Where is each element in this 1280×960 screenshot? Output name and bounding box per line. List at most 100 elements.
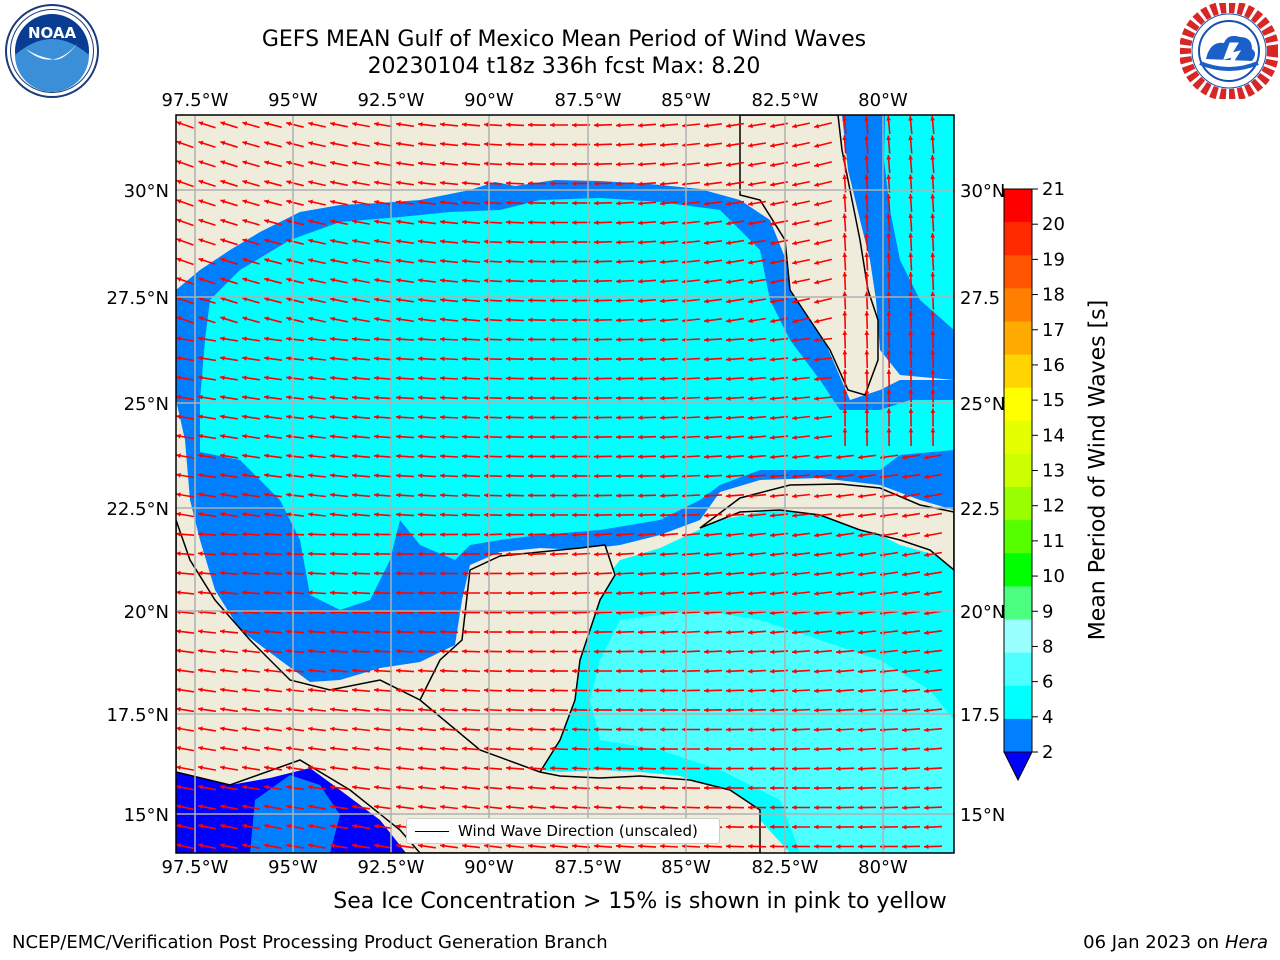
wind-arrow-head [770, 785, 775, 791]
wind-arrow-head [484, 571, 489, 576]
wind-arrow-head [908, 135, 913, 141]
wind-arrow-head [924, 688, 929, 694]
wind-arrow-head [374, 746, 379, 751]
wind-arrow-head [506, 707, 511, 713]
wind-arrow-head [242, 512, 247, 517]
wind-arrow-head [594, 804, 599, 810]
wind-arrow-head [594, 512, 599, 518]
wind-arrow-head [616, 727, 621, 732]
wind-arrow-head [308, 141, 313, 146]
wind-arrow-head [440, 512, 445, 518]
wind-arrow-head [264, 687, 269, 693]
wind-arrow-head [594, 434, 599, 440]
wind-arrow-head [308, 746, 313, 751]
wind-arrow-head [198, 316, 204, 321]
wind-arrow-head [330, 843, 335, 849]
wind-arrow-head [440, 258, 445, 264]
wind-arrow-head [792, 668, 797, 674]
wind-arrow-head [814, 707, 819, 713]
wind-arrow-head [220, 687, 225, 693]
lat-tick-right: 17.5 [960, 705, 1000, 726]
wind-arrow-head [220, 551, 225, 557]
wind-arrow-head [506, 843, 511, 849]
wind-arrow-head [572, 668, 577, 674]
wind-arrow-head [462, 590, 467, 596]
wind-arrow-head [638, 434, 643, 440]
wind-arrow-head [792, 727, 797, 733]
wind-arrow-head [242, 726, 247, 732]
wind-arrow-head [594, 298, 599, 304]
wind-arrow-head [484, 785, 489, 790]
wind-arrow-head [842, 311, 848, 316]
wind-arrow-head [836, 785, 841, 791]
wind-arrow-head [572, 629, 577, 635]
wind-arrow-head [770, 337, 775, 343]
wind-arrow-head [864, 330, 870, 335]
wind-arrow-head [572, 415, 577, 420]
wind-arrow-head [176, 765, 181, 770]
wind-arrow-head [842, 174, 848, 180]
wind-arrow-head [286, 141, 292, 146]
wind-arrow-head [770, 474, 775, 479]
wind-arrow-head [572, 688, 577, 693]
wind-arrow-head [308, 453, 313, 459]
wind-arrow-head [814, 415, 819, 421]
wind-arrow-head [198, 160, 204, 165]
wind-arrow-head [352, 707, 357, 712]
wind-arrow-head [308, 532, 313, 537]
wind-arrow-head [616, 590, 621, 596]
wind-arrow-head [704, 805, 709, 810]
wind-arrow-head [726, 668, 731, 674]
wind-arrow-head [616, 746, 621, 752]
wind-arrow-head [484, 141, 489, 147]
wind-arrow-head [814, 474, 819, 479]
wind-arrow-head [748, 298, 753, 304]
wind-arrow-head [550, 278, 555, 284]
wind-arrow-head [374, 726, 379, 732]
wind-arrow-head [836, 805, 841, 810]
wind-arrow-head [572, 590, 577, 596]
wind-arrow-head [528, 804, 533, 810]
wind-arrow-head [484, 512, 489, 518]
wind-arrow-head [594, 746, 599, 752]
wind-arrow-head [908, 155, 913, 160]
lon-tick-top: 97.5°W [162, 90, 229, 111]
wind-arrow-head [550, 629, 555, 635]
wind-arrow-head [814, 123, 820, 129]
wind-arrow-head [506, 590, 511, 596]
wind-arrow-head [220, 277, 226, 282]
wind-arrow-head [594, 454, 599, 459]
wind-arrow-head [770, 805, 775, 810]
cuba [699, 483, 954, 571]
wind-arrow-head [506, 551, 511, 557]
wind-arrow-head [660, 298, 665, 304]
wind-arrow-head [374, 843, 379, 849]
wind-arrow-head [842, 408, 848, 413]
wind-arrow-head [176, 355, 181, 361]
wind-arrow-head [704, 395, 709, 401]
wind-arrow-head [220, 375, 225, 381]
wind-arrow-head [440, 551, 445, 557]
wind-arrow-head [902, 766, 907, 772]
wind-arrow-head [924, 454, 929, 460]
wind-arrow-head [418, 843, 423, 849]
wind-arrow-head [308, 590, 313, 596]
wind-arrow-head [330, 434, 335, 439]
wind-arrow-head [550, 843, 555, 849]
wind-arrow-head [242, 316, 248, 321]
wind-arrow-head [462, 141, 467, 147]
wind-arrow-head [286, 570, 291, 576]
wind-arrow-head [638, 395, 643, 401]
wind-arrow-head [930, 350, 936, 355]
wind-arrow-head [748, 376, 753, 382]
wind-arrow-head [242, 356, 247, 361]
wind-arrow-head [286, 687, 291, 693]
wind-arrow-head [286, 473, 291, 478]
wind-arrow-head [594, 629, 599, 635]
wind-arrow-head [418, 746, 423, 751]
wind-arrow-head [748, 591, 753, 596]
wind-arrow-head [352, 532, 357, 537]
wind-arrow-head [902, 571, 907, 577]
wind-arrow-head [616, 239, 621, 245]
wind-arrow-head [220, 531, 225, 537]
